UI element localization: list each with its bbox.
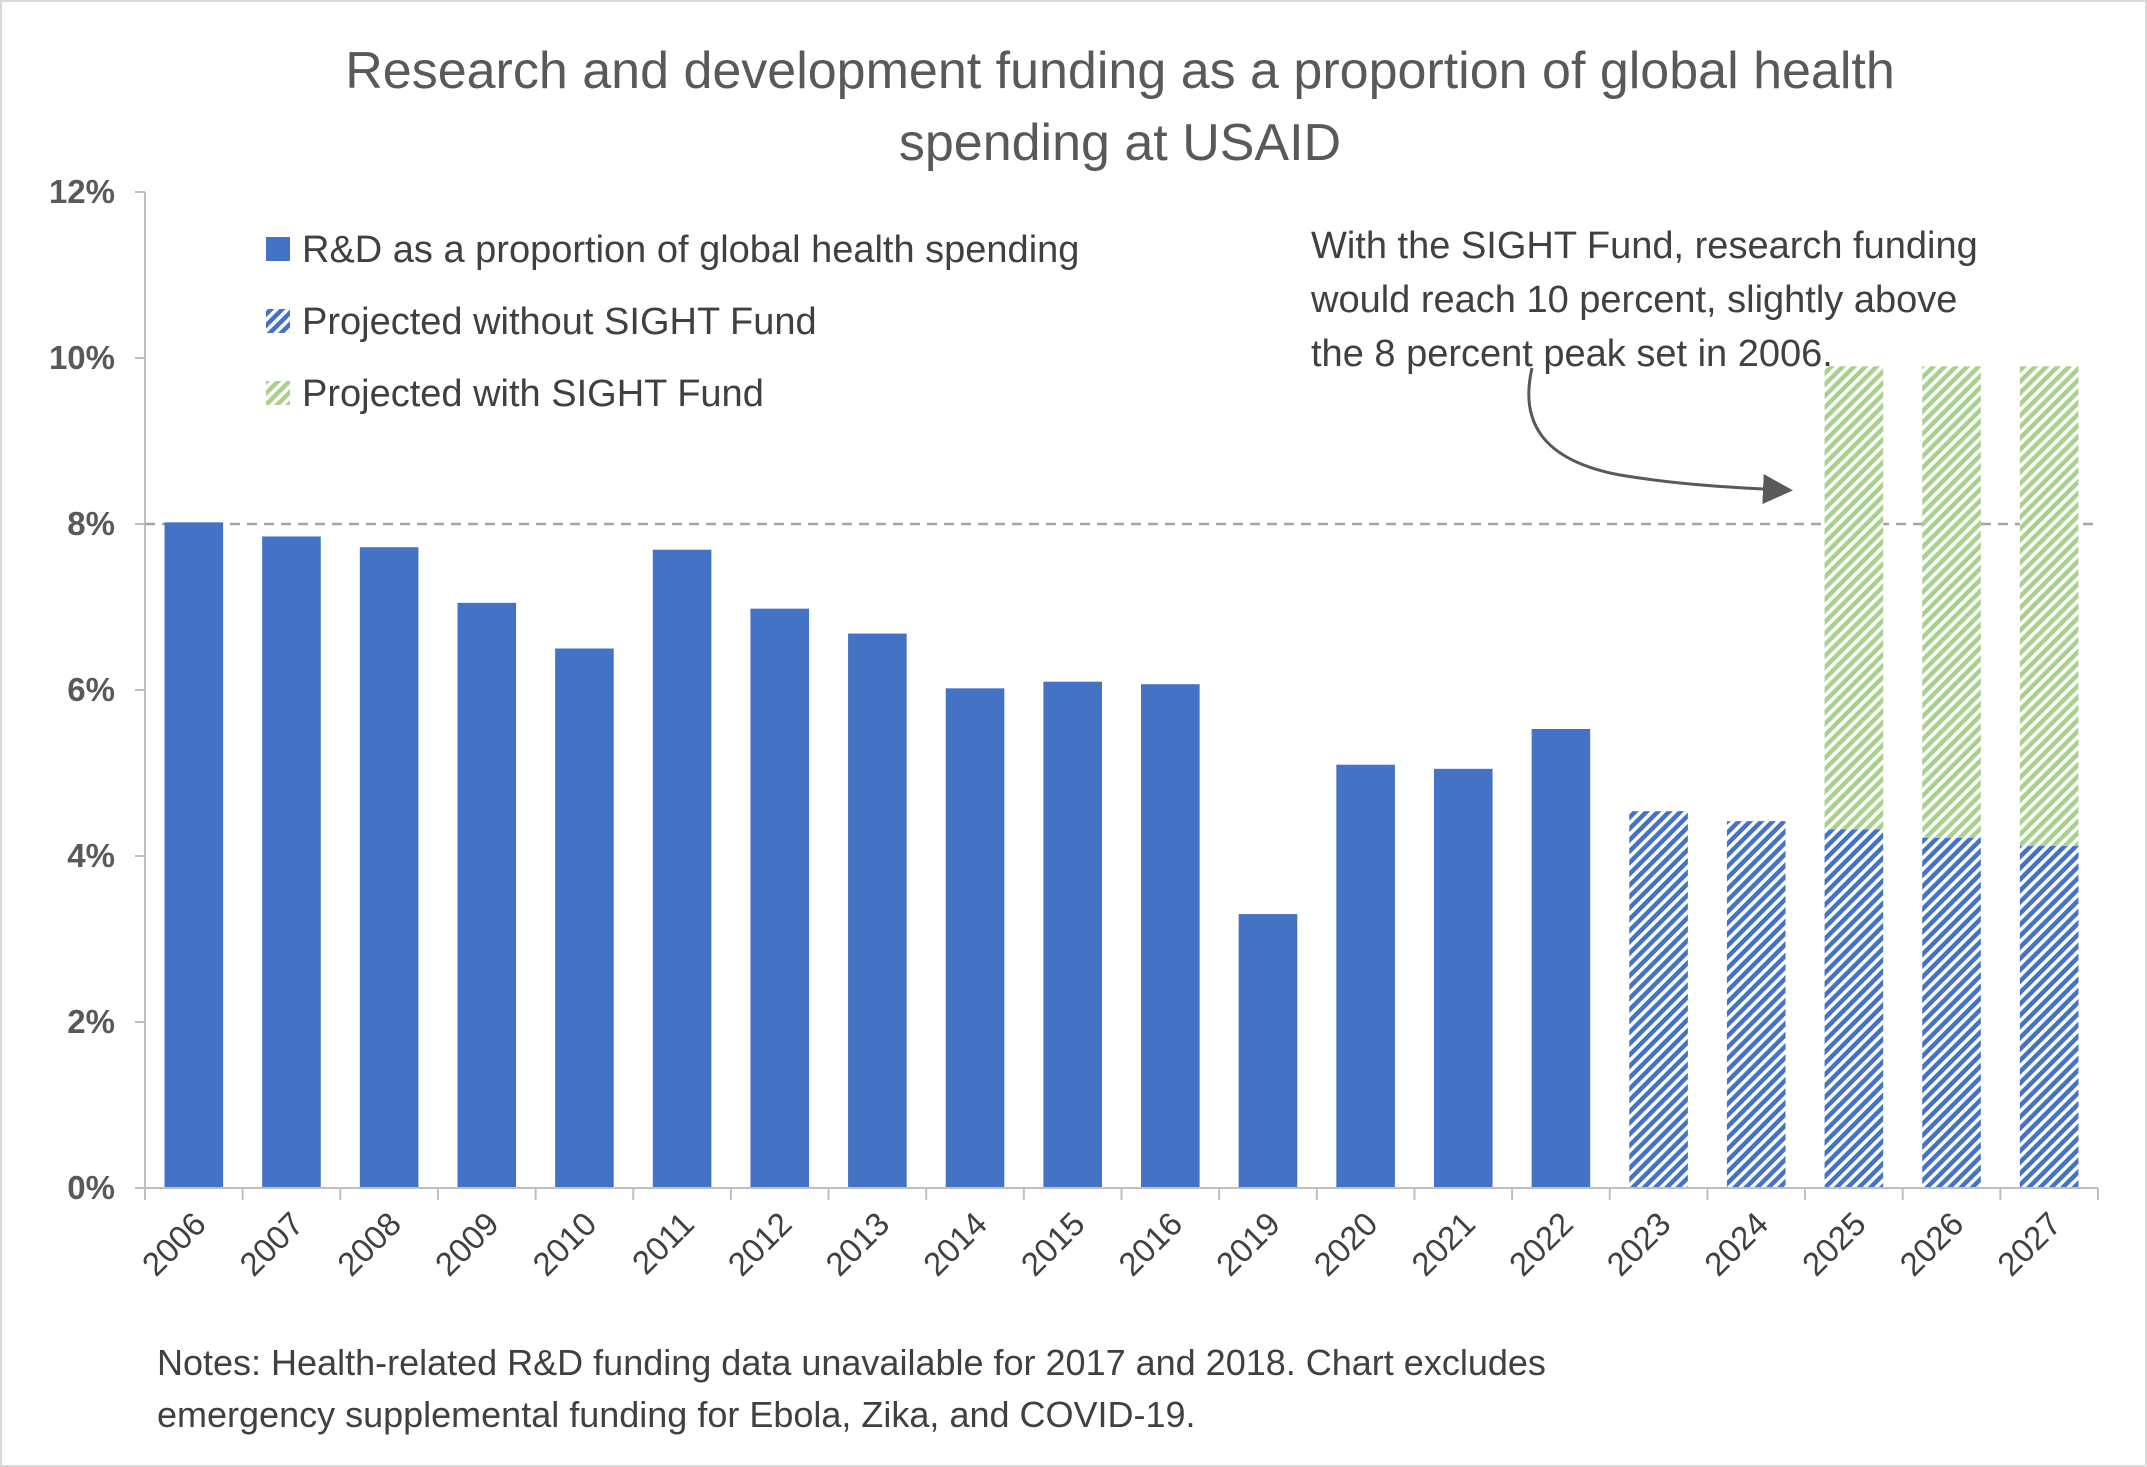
- bar-actual-2010: [555, 648, 614, 1188]
- annotation: With the SIGHT Fund, research funding wo…: [1310, 225, 1978, 505]
- bar-projected-without-sight-2024: [1726, 821, 1786, 1188]
- legend-swatch-solid: [266, 237, 290, 261]
- y-tick-label: 0%: [67, 1169, 115, 1206]
- chart-title-line-2: spending at USAID: [899, 114, 1341, 172]
- legend-label-solid: R&D as a proportion of global health spe…: [302, 229, 1079, 271]
- bar-actual-2009: [457, 602, 517, 1188]
- bar-actual-2013: [848, 633, 907, 1188]
- bar-actual-2016: [1141, 684, 1200, 1188]
- bar-projected-without-sight-2026: [1922, 837, 1981, 1188]
- bar-projected-with-sight-2027: [2019, 366, 2079, 847]
- y-tick-label: 4%: [67, 837, 115, 874]
- bar-actual-2012: [750, 608, 810, 1188]
- legend-swatch-with-sight: [266, 381, 290, 405]
- bar-actual-2020: [1336, 764, 1395, 1188]
- bar-projected-with-sight-2025: [1824, 366, 1884, 830]
- annotation-line-1: With the SIGHT Fund, research funding: [1311, 225, 1978, 267]
- bar-actual-2006: [164, 522, 224, 1188]
- legend-swatch-without-sight: [266, 309, 290, 333]
- notes-line-2: emergency supplemental funding for Ebola…: [157, 1394, 1196, 1435]
- annotation-line-2: would reach 10 percent, slightly above: [1310, 279, 1957, 321]
- y-tick-label: 2%: [67, 1003, 115, 1040]
- bar-projected-without-sight-2025: [1824, 829, 1884, 1188]
- bar-actual-2021: [1433, 768, 1493, 1188]
- annotation-line-3: the 8 percent peak set in 2006.: [1311, 333, 1833, 375]
- bar-actual-2014: [945, 688, 1005, 1188]
- bar-actual-2011: [652, 549, 712, 1188]
- bar-actual-2019: [1238, 914, 1298, 1188]
- y-tick-label: 12%: [49, 173, 115, 210]
- bar-actual-2008: [359, 547, 419, 1188]
- bar-projected-without-sight-2027: [2019, 846, 2079, 1188]
- bar-actual-2022: [1531, 729, 1591, 1188]
- bars: [164, 366, 2079, 1188]
- bar-actual-2015: [1043, 681, 1102, 1188]
- y-tick-label: 8%: [67, 505, 115, 542]
- y-tick-label: 6%: [67, 671, 115, 708]
- notes-line-1: Notes: Health-related R&D funding data u…: [157, 1342, 1546, 1383]
- y-tick-label: 10%: [49, 339, 115, 376]
- legend-label-without-sight: Projected without SIGHT Fund: [302, 301, 817, 343]
- bar-actual-2007: [262, 536, 321, 1188]
- legend: R&D as a proportion of global health spe…: [266, 229, 1079, 415]
- bar-projected-with-sight-2026: [1922, 366, 1981, 838]
- chart-title-line-1: Research and development funding as a pr…: [345, 42, 1895, 100]
- y-axis: 0% 2% 4% 6% 8% 10% 12%: [49, 173, 146, 1206]
- bar-projected-without-sight-2023: [1629, 811, 1688, 1188]
- legend-label-with-sight: Projected with SIGHT Fund: [302, 373, 764, 415]
- annotation-arrow: [1527, 367, 1793, 505]
